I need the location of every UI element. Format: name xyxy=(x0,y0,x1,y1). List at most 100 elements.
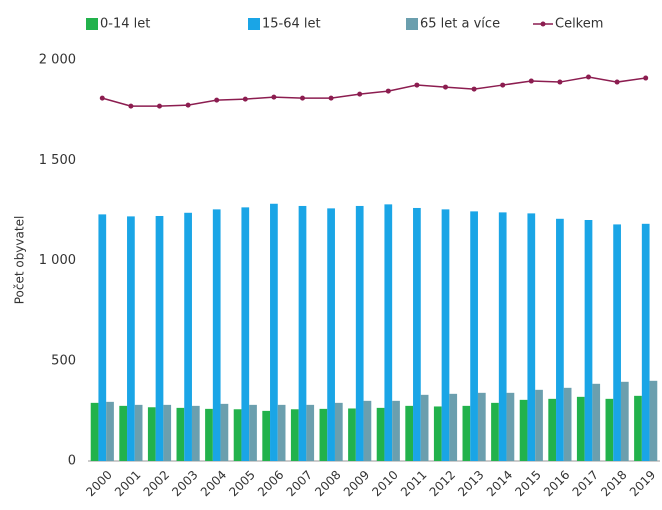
point xyxy=(500,82,506,88)
point xyxy=(557,79,563,85)
point xyxy=(614,79,620,85)
x-tick-label: 2002 xyxy=(141,468,172,499)
y-tick-label: 1 000 xyxy=(39,253,76,268)
bar xyxy=(620,381,629,461)
bar xyxy=(98,214,107,461)
bar xyxy=(147,407,156,461)
y-tick-label: 0 xyxy=(68,454,76,469)
y-tick-label: 1 500 xyxy=(39,153,76,168)
bar xyxy=(498,212,507,461)
point xyxy=(99,95,105,101)
bar xyxy=(249,404,257,461)
x-tick-label: 2016 xyxy=(541,468,572,499)
x-tick-label: 2017 xyxy=(570,468,601,499)
bar xyxy=(592,383,601,461)
legend-marker xyxy=(540,21,546,27)
bar xyxy=(319,408,328,461)
point xyxy=(443,84,448,90)
bar xyxy=(433,406,442,461)
bar xyxy=(449,393,458,461)
point xyxy=(128,103,134,109)
bar xyxy=(306,404,315,461)
point xyxy=(357,91,363,97)
bar xyxy=(363,400,372,461)
x-tick-label: 2008 xyxy=(312,468,343,499)
bar xyxy=(134,404,143,461)
bar xyxy=(519,399,528,461)
x-tick-label: 2014 xyxy=(484,468,515,499)
legend-swatch xyxy=(248,18,260,30)
bar xyxy=(576,396,585,461)
bar xyxy=(334,402,343,461)
legend-label: Celkem xyxy=(555,17,603,32)
bar xyxy=(477,392,486,461)
point xyxy=(185,102,191,108)
x-tick-label: 2009 xyxy=(341,468,372,499)
bar xyxy=(634,395,642,461)
bar xyxy=(584,219,593,461)
bar xyxy=(392,400,400,461)
bar xyxy=(212,209,221,461)
bar xyxy=(441,209,450,461)
bar xyxy=(327,208,335,461)
line xyxy=(102,76,646,107)
bar xyxy=(491,402,499,461)
bar xyxy=(155,215,164,461)
bar xyxy=(641,223,650,461)
bar xyxy=(233,409,242,461)
bar xyxy=(106,401,114,461)
x-tick-label: 2001 xyxy=(112,468,143,499)
y-tick-label: 2 000 xyxy=(39,53,76,68)
legend-label: 65 let a více xyxy=(420,17,500,32)
point xyxy=(414,82,420,88)
y-tick-label: 500 xyxy=(51,353,76,368)
bar xyxy=(205,408,213,461)
bar xyxy=(277,404,286,461)
bar xyxy=(548,398,557,461)
bar xyxy=(163,404,172,461)
x-tick-label: 2015 xyxy=(512,468,543,499)
x-tick-label: 2013 xyxy=(455,468,486,499)
bar xyxy=(605,398,614,461)
bar xyxy=(270,203,278,462)
x-tick-label: 2004 xyxy=(198,468,229,499)
point xyxy=(385,88,391,94)
bar xyxy=(649,380,658,461)
bar xyxy=(470,211,478,461)
x-tick-label: 2000 xyxy=(83,468,114,499)
bar xyxy=(405,405,414,461)
bar xyxy=(127,216,135,461)
bar xyxy=(384,204,393,462)
bar xyxy=(241,207,250,461)
x-tick-label: 2010 xyxy=(369,468,400,499)
point xyxy=(214,97,220,103)
legend-label: 0-14 let xyxy=(100,17,150,32)
x-tick-label: 2007 xyxy=(284,468,315,499)
bar xyxy=(563,387,572,461)
bar xyxy=(556,218,564,461)
bar xyxy=(506,392,515,461)
x-tick-label: 2006 xyxy=(255,468,286,499)
legend-label: 15-64 let xyxy=(262,17,321,32)
bar xyxy=(290,409,299,461)
point xyxy=(157,103,162,109)
x-tick-label: 2003 xyxy=(169,468,200,499)
x-tick-label: 2012 xyxy=(427,468,458,499)
bar xyxy=(298,205,307,461)
point xyxy=(271,94,277,100)
legend-swatch xyxy=(406,18,418,30)
point xyxy=(300,95,305,101)
x-tick-label: 2019 xyxy=(627,468,658,499)
bar xyxy=(613,224,621,461)
point xyxy=(471,86,477,92)
point xyxy=(643,75,649,81)
bar xyxy=(527,213,536,461)
bar xyxy=(462,405,471,461)
point xyxy=(242,96,248,102)
x-tick-label: 2018 xyxy=(598,468,629,499)
bar xyxy=(420,394,429,461)
bar xyxy=(220,403,229,461)
point xyxy=(586,74,591,80)
x-tick-label: 2011 xyxy=(398,468,429,499)
